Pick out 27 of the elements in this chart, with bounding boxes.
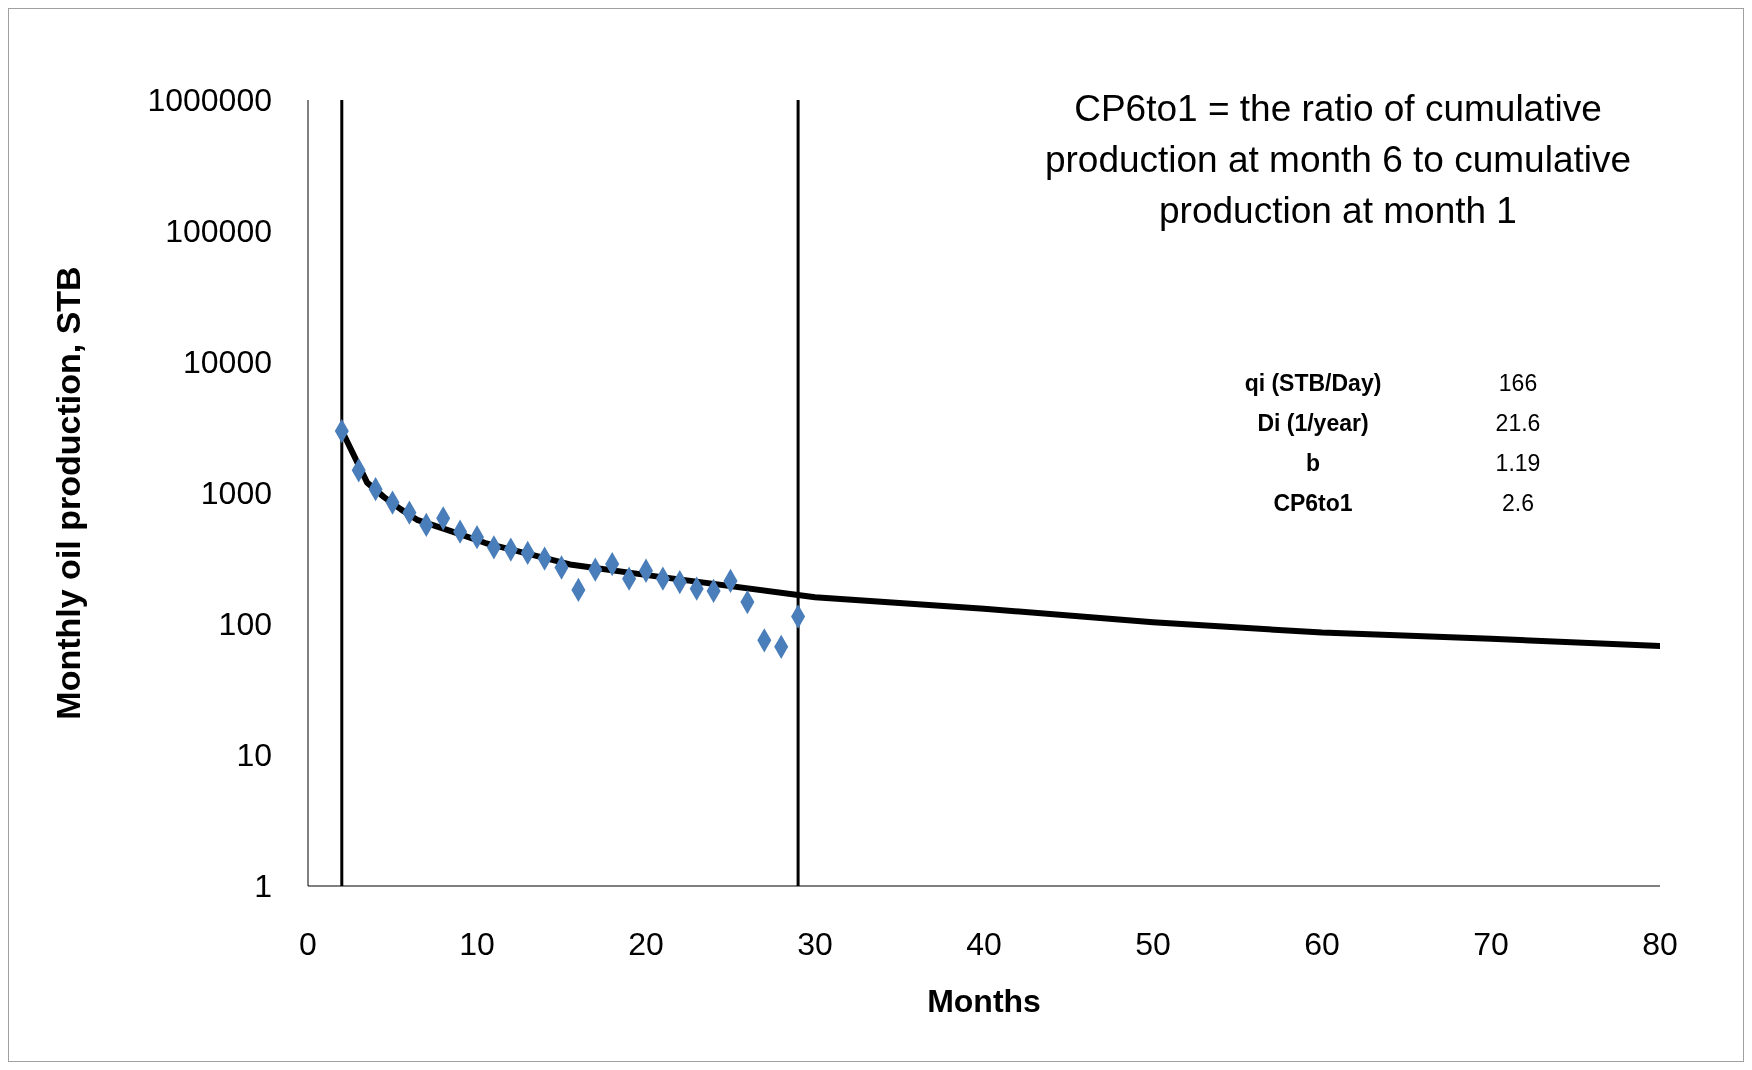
y-tick-label: 1 <box>254 868 272 905</box>
x-tick-label: 80 <box>1642 925 1678 962</box>
annotation: 1.19 <box>1494 449 1542 477</box>
x-tick-label: 40 <box>966 925 1002 962</box>
x-tick-label: 20 <box>628 925 664 962</box>
y-tick-label: 100 <box>218 606 272 643</box>
y-tick-label: 100000 <box>165 213 272 250</box>
x-tick-label: 50 <box>1135 925 1171 962</box>
annotation: qi (STB/Day) <box>1243 369 1383 397</box>
x-tick-label: 30 <box>797 925 833 962</box>
x-tick-label: 70 <box>1473 925 1509 962</box>
x-tick-label: 60 <box>1304 925 1340 962</box>
annotation: b <box>1304 449 1322 477</box>
y-tick-label: 1000000 <box>147 82 272 119</box>
annotation: 166 <box>1497 369 1539 397</box>
y-axis-title: Monthly oil production, STB <box>49 266 88 720</box>
y-tick-label: 10000 <box>183 344 272 381</box>
annotation: 21.6 <box>1494 409 1542 437</box>
y-tick-label: 10 <box>236 737 272 774</box>
annotation: 2.6 <box>1501 489 1535 517</box>
x-tick-label: 10 <box>459 925 495 962</box>
x-tick-label: 0 <box>299 925 317 962</box>
annotation: Di (1/year) <box>1256 409 1370 437</box>
annotation: CP6to1 = the ratio of cumulative production at month 6 to cumulative production at month 1 <box>1043 87 1633 233</box>
annotation: CP6to1 <box>1272 489 1354 517</box>
x-axis-title: Months <box>927 983 1041 1019</box>
y-tick-label: 1000 <box>200 475 272 512</box>
